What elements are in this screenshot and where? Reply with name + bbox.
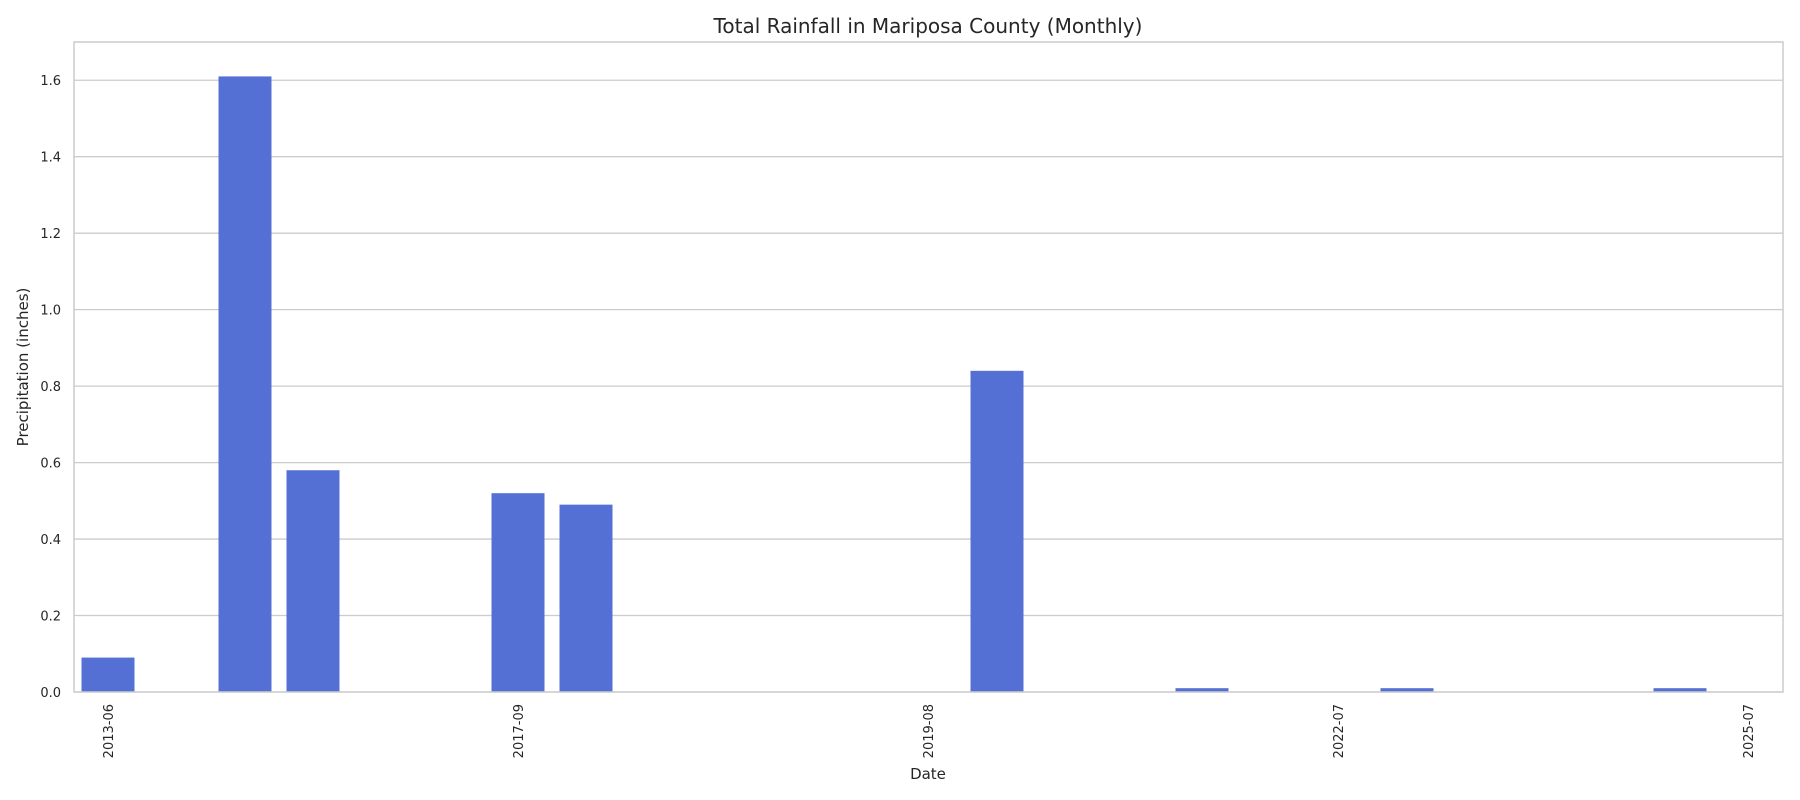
bar [1653, 688, 1707, 692]
y-tick-label: 0.0 [40, 686, 61, 701]
bar [1175, 688, 1229, 692]
x-tick-labels: 2013-06 2017-09 2019-08 2022-07 2025-07 [102, 704, 1757, 758]
bar [81, 657, 135, 692]
x-tick-label: 2019-08 [922, 704, 937, 758]
y-tick-label: 0.2 [40, 610, 61, 625]
chart-title: Total Rainfall in Mariposa County (Month… [713, 14, 1143, 38]
x-axis-label: Date [910, 765, 946, 783]
bar [286, 470, 340, 692]
x-tick-label: 2017-09 [512, 704, 527, 758]
y-axis-label: Precipitation (inches) [14, 288, 32, 447]
bar [491, 493, 545, 692]
y-tick-labels: 0.0 0.2 0.4 0.6 0.8 1.0 1.2 1.4 1.6 [40, 74, 61, 701]
bars [81, 76, 1707, 693]
y-tick-label: 0.8 [40, 380, 61, 395]
bar [970, 370, 1024, 692]
bar [1380, 688, 1434, 692]
bar [559, 504, 613, 692]
x-tick-label: 2025-07 [1742, 704, 1757, 758]
y-tick-label: 1.2 [40, 227, 61, 242]
plot-frame [73, 41, 1784, 693]
y-tick-label: 0.6 [40, 457, 61, 472]
y-tick-label: 1.6 [40, 74, 61, 89]
x-tick-label: 2013-06 [102, 704, 117, 758]
x-tick-label: 2022-07 [1332, 704, 1347, 758]
grid-lines [74, 79, 1783, 693]
y-tick-label: 1.0 [40, 304, 61, 319]
y-tick-label: 1.4 [40, 151, 61, 166]
y-tick-label: 0.4 [40, 533, 61, 548]
bar [218, 76, 272, 693]
